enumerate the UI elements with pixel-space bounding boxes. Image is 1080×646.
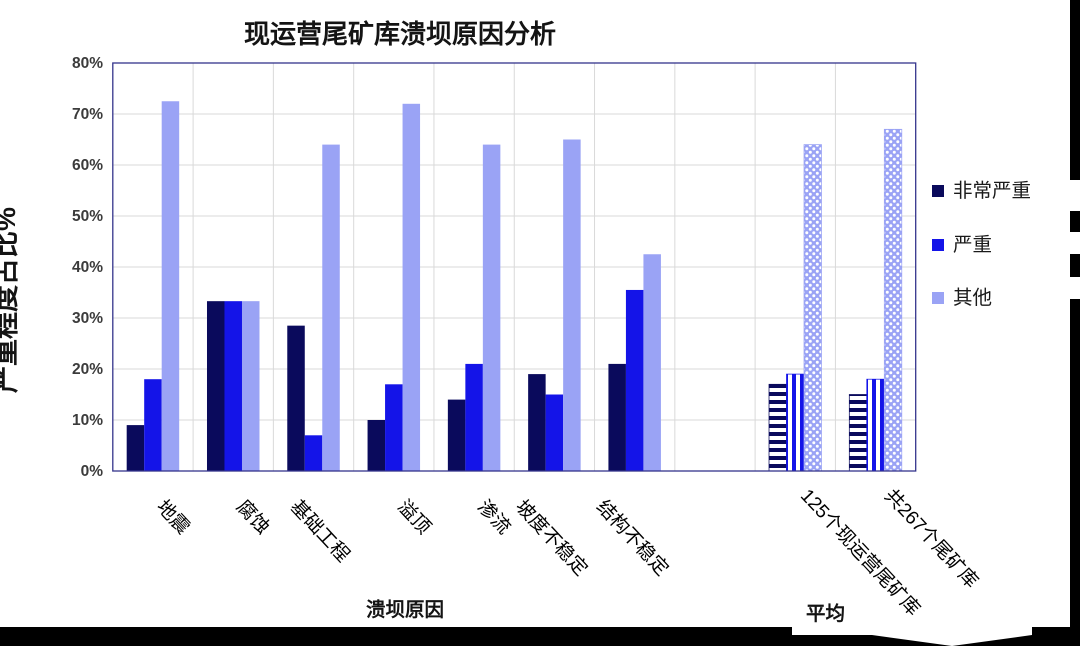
svg-text:50%: 50% xyxy=(72,208,103,225)
svg-text:40%: 40% xyxy=(72,259,103,276)
svg-text:70%: 70% xyxy=(72,106,103,123)
svg-text:其他: 其他 xyxy=(953,287,992,309)
svg-text:严重程度占比%: 严重程度占比% xyxy=(0,207,21,393)
svg-text:10%: 10% xyxy=(72,412,103,429)
svg-text:20%: 20% xyxy=(72,361,103,378)
svg-text:现运营尾矿库溃坝原因分析: 现运营尾矿库溃坝原因分析 xyxy=(244,19,556,49)
svg-text:80%: 80% xyxy=(72,55,103,72)
svg-text:0%: 0% xyxy=(81,463,104,480)
svg-text:30%: 30% xyxy=(72,310,103,327)
svg-text:非常严重: 非常严重 xyxy=(953,180,1031,202)
svg-text:严重: 严重 xyxy=(953,234,992,256)
svg-text:60%: 60% xyxy=(72,157,103,174)
svg-text:溃坝原因: 溃坝原因 xyxy=(366,599,444,621)
